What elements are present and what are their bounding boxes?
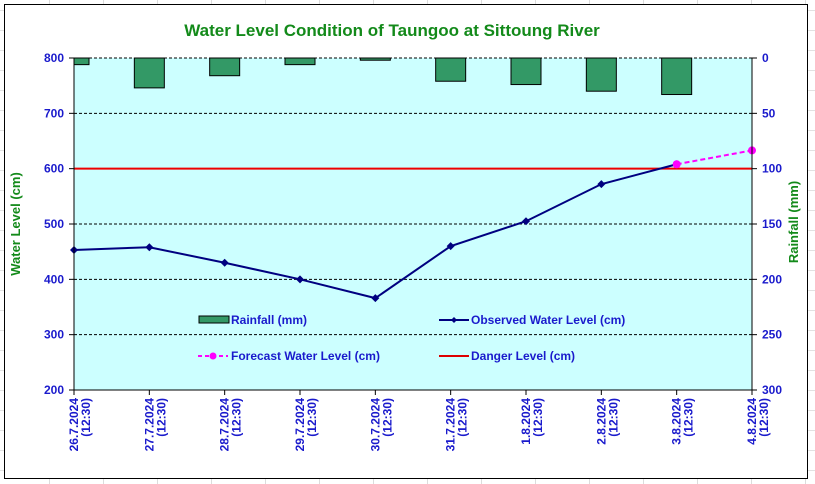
y-axis-ticks: 200 300 400 500 600 700 800 xyxy=(44,51,74,397)
legend-observed-marker xyxy=(451,317,457,323)
rainfall-bar xyxy=(585,57,617,92)
rainfall-bar xyxy=(73,57,90,66)
y-axis-label: Water Level (cm) xyxy=(8,172,23,276)
rainfall-bar xyxy=(661,57,693,96)
rainfall-bars xyxy=(73,57,693,96)
y-tick-label: 800 xyxy=(44,51,64,65)
legend: Rainfall (mm) Observed Water Level (cm) … xyxy=(198,313,625,363)
x-tick-label-date: 3.8.2024 xyxy=(670,398,684,445)
observed-point xyxy=(296,275,304,284)
rainfall-bar xyxy=(359,57,391,61)
x-tick-label-time: (12:30) xyxy=(757,398,771,437)
rainfall-bar xyxy=(435,57,467,82)
observed-point xyxy=(522,217,530,226)
x-tick-label-date: 26.7.2024 xyxy=(67,398,81,452)
legend-observed-label: Observed Water Level (cm) xyxy=(471,313,625,327)
x-tick-label-date: 29.7.2024 xyxy=(293,398,307,452)
y2-tick-label: 300 xyxy=(762,383,782,397)
x-tick-label-date: 28.7.2024 xyxy=(218,398,232,452)
y-tick-label: 500 xyxy=(44,217,64,231)
y2-axis-ticks: 0 50 100 150 200 250 300 xyxy=(752,51,782,397)
y2-tick-label: 150 xyxy=(762,217,782,231)
x-tick-label-time: (12:30) xyxy=(456,398,470,437)
observed-point xyxy=(220,258,229,267)
x-tick-label-time: (12:30) xyxy=(606,398,620,437)
rainfall-bar xyxy=(209,57,241,77)
x-tick-label-date: 31.7.2024 xyxy=(444,398,458,452)
x-tick-label-time: (12:30) xyxy=(682,398,696,437)
y-tick-label: 400 xyxy=(44,272,64,286)
y-tick-label: 600 xyxy=(44,162,64,176)
observed-point xyxy=(597,180,606,189)
x-tick-label-date: 4.8.2024 xyxy=(745,398,759,445)
chart-title: Water Level Condition of Taungoo at Sitt… xyxy=(184,21,600,40)
observed-point xyxy=(145,243,154,252)
forecast-point xyxy=(672,160,681,169)
legend-rainfall-swatch xyxy=(198,315,230,324)
y-tick-label: 200 xyxy=(44,383,64,397)
x-tick-label-time: (12:30) xyxy=(230,398,244,437)
rainfall-bar xyxy=(284,57,316,66)
x-tick-label-date: 2.8.2024 xyxy=(594,398,608,445)
y2-tick-label: 0 xyxy=(762,51,769,65)
observed-point xyxy=(371,294,380,303)
x-tick-label-time: (12:30) xyxy=(79,398,93,437)
y-tick-label: 700 xyxy=(44,106,64,120)
x-tick-label-date: 30.7.2024 xyxy=(368,398,382,452)
observed-point xyxy=(446,242,455,251)
rainfall-bar xyxy=(510,57,542,86)
x-tick-label-date: 1.8.2024 xyxy=(519,398,533,445)
legend-forecast-label: Forecast Water Level (cm) xyxy=(231,349,380,363)
y2-tick-label: 100 xyxy=(762,162,782,176)
x-axis-ticks: 26.7.2024(12:30) 27.7.2024(12:30) 28.7.202… xyxy=(67,390,771,451)
forecast-line xyxy=(676,149,753,166)
y2-tick-label: 250 xyxy=(762,328,782,342)
legend-rainfall-label: Rainfall (mm) xyxy=(231,313,307,327)
y2-tick-label: 200 xyxy=(762,272,782,286)
rainfall-bar xyxy=(133,57,165,89)
x-tick-label-date: 27.7.2024 xyxy=(142,398,156,452)
x-tick-label-time: (12:30) xyxy=(305,398,319,437)
x-tick-label-time: (12:30) xyxy=(380,398,394,437)
y-tick-label: 300 xyxy=(44,328,64,342)
y2-tick-label: 50 xyxy=(762,106,776,120)
legend-forecast-marker xyxy=(209,352,217,360)
y2-axis-label: Rainfall (mm) xyxy=(786,181,801,263)
legend-danger-label: Danger Level (cm) xyxy=(471,349,575,363)
x-tick-label-time: (12:30) xyxy=(531,398,545,437)
x-tick-label-time: (12:30) xyxy=(154,398,168,437)
